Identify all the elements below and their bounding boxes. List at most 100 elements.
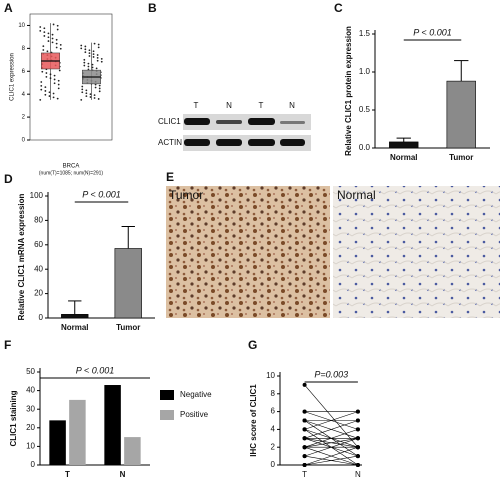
jitter-dot <box>59 44 62 46</box>
tumor-image <box>166 186 330 318</box>
y-tick-label: 2 <box>22 115 26 121</box>
jitter-dot <box>39 29 42 32</box>
jitter-dot <box>80 47 83 50</box>
jitter-dot <box>56 97 59 100</box>
panel-letter: G <box>248 338 257 352</box>
pair-line <box>304 455 358 466</box>
jitter-dot <box>87 65 90 68</box>
jitter-dot <box>88 52 91 55</box>
jitter-dot <box>87 62 90 65</box>
x-tick-label: T <box>65 470 70 479</box>
jitter-dot <box>44 93 47 96</box>
jitter-dot <box>81 88 84 91</box>
x-tick-label: Normal <box>61 323 89 332</box>
jitter-dot <box>44 90 47 92</box>
y-tick-label: 10 <box>18 23 25 29</box>
panel-letter: D <box>4 172 13 186</box>
jitter-dot <box>85 95 88 97</box>
annotation: P < 0.001 <box>82 189 120 199</box>
y-tick-label: 30 <box>26 404 35 413</box>
x-tick-label: T <box>302 470 307 479</box>
pair-dot <box>302 445 307 450</box>
pair-dot <box>302 463 307 467</box>
y-tick-label: 0 <box>22 138 26 144</box>
jitter-dot <box>52 23 55 26</box>
jitter-dot <box>51 41 54 44</box>
plot-frame <box>29 13 113 141</box>
image-label: Tumor <box>169 188 203 202</box>
y-tick-label: 0 <box>39 313 44 322</box>
annotation: P=0.003 <box>314 369 348 379</box>
jitter-dot <box>39 26 42 28</box>
jitter-dot <box>40 81 43 83</box>
jitter-dot <box>47 36 50 39</box>
x-tick-label: Normal <box>390 153 418 162</box>
y-tick-label: 40 <box>26 386 35 395</box>
pair-dot <box>302 418 307 423</box>
jitter-dot <box>93 94 96 97</box>
y-tick-label: 4 <box>271 425 276 434</box>
jitter-dot <box>97 46 100 49</box>
pair-dot <box>302 382 307 387</box>
pair-dot <box>302 436 307 441</box>
bar <box>61 314 89 319</box>
jitter-dot <box>59 47 62 50</box>
jitter-dot <box>49 73 52 76</box>
jitter-dot <box>96 57 99 59</box>
jitter-dot <box>85 92 88 95</box>
panel-letter: B <box>148 1 157 15</box>
row-label: ACTIN <box>158 138 182 147</box>
y-tick-label: 10 <box>26 442 35 451</box>
jitter-dot <box>80 99 83 101</box>
panel-letter: E <box>166 170 174 184</box>
bar <box>446 80 476 149</box>
pair-dot <box>302 427 307 432</box>
jitter-dot <box>47 32 50 35</box>
jitter-dot <box>43 27 46 30</box>
y-tick-label: 4 <box>22 92 26 98</box>
y-tick-label: 100 <box>30 191 44 200</box>
jitter-dot <box>84 45 87 48</box>
x-tick-label: N <box>355 470 361 479</box>
pair-dot <box>355 418 360 423</box>
x-tick-label: N <box>120 470 126 479</box>
jitter-dot <box>57 83 60 86</box>
x-tick-label: Tumor <box>116 323 140 332</box>
jitter-dot <box>51 33 54 36</box>
jitter-dot <box>48 91 51 94</box>
bar <box>389 141 419 149</box>
jitter-dot <box>40 88 43 91</box>
y-tick-label: 1.0 <box>359 67 371 76</box>
jitter-dot <box>88 55 91 57</box>
pair-dot <box>355 445 360 450</box>
blot-bands <box>183 114 311 151</box>
panel-letter: A <box>4 1 13 15</box>
bar <box>124 437 141 465</box>
bar <box>104 385 121 465</box>
pair-dot <box>355 454 360 459</box>
pair-line <box>304 429 358 448</box>
y-tick-label: 6 <box>271 407 276 416</box>
jitter-dot <box>97 98 100 100</box>
legend-label: Positive <box>180 410 209 419</box>
jitter-dot <box>49 77 52 80</box>
x-tick-label: Tumor <box>449 153 473 162</box>
jitter-dot <box>46 50 49 53</box>
y-tick-label: 6 <box>22 69 26 75</box>
jitter-dot <box>97 43 100 46</box>
y-tick-label: 20 <box>34 289 43 298</box>
jitter-dot <box>55 38 58 41</box>
pair-line <box>304 420 358 439</box>
jitter-dot <box>100 57 103 60</box>
y-tick-label: 0 <box>31 460 36 469</box>
pair-line <box>304 438 358 448</box>
y-tick-label: 10 <box>266 371 275 380</box>
jitter-dot <box>43 31 46 34</box>
bar <box>49 420 66 465</box>
jitter-dot <box>94 83 97 86</box>
jitter-dot <box>51 37 54 40</box>
y-tick-label: 2 <box>271 442 276 451</box>
jitter-dot <box>84 48 87 51</box>
y-tick-label: 20 <box>26 423 35 432</box>
